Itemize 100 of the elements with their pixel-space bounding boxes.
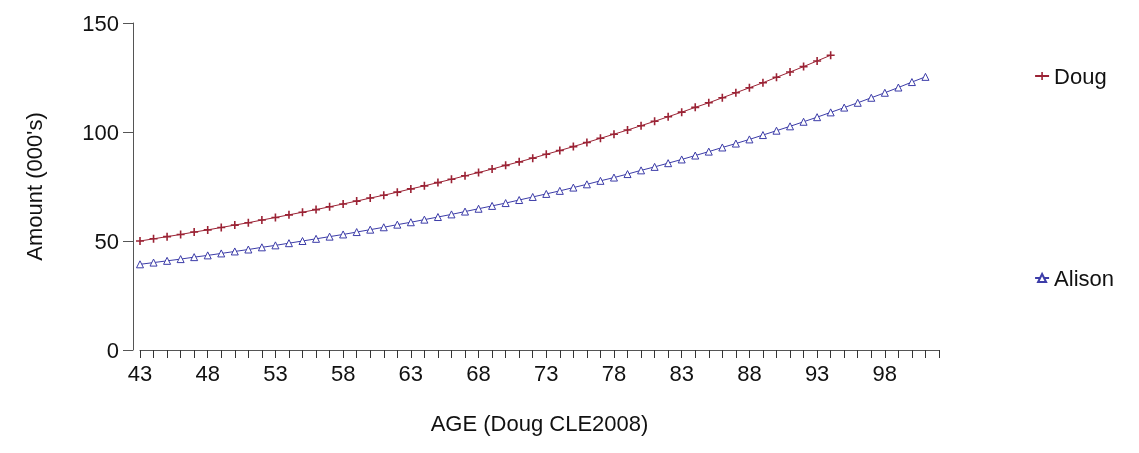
- point: [393, 220, 402, 229]
- x-tick-label: 48: [195, 360, 220, 386]
- point: [691, 103, 700, 112]
- point: [298, 237, 307, 245]
- point: [217, 249, 226, 258]
- point: [677, 108, 686, 117]
- point: [799, 117, 808, 126]
- point: [433, 213, 442, 222]
- point: [501, 199, 510, 208]
- point: [230, 221, 239, 230]
- point: [880, 88, 889, 97]
- point: [853, 98, 862, 107]
- point: [190, 253, 199, 262]
- point: [907, 78, 916, 87]
- point: [217, 223, 226, 232]
- point: [433, 178, 442, 187]
- point: [813, 113, 822, 122]
- point: [569, 183, 578, 192]
- point: [190, 228, 199, 237]
- point: [813, 56, 822, 65]
- point: [298, 208, 307, 217]
- point: [352, 197, 361, 206]
- point: [542, 189, 551, 198]
- point: [149, 258, 158, 267]
- point: [555, 146, 564, 155]
- point: [312, 205, 321, 214]
- point: [772, 73, 781, 82]
- point: [677, 155, 686, 164]
- x-tick-label: 58: [330, 360, 356, 386]
- point: [664, 112, 673, 121]
- x-tick-label: 68: [466, 360, 491, 386]
- x-tick-label: 78: [601, 360, 627, 386]
- point: [203, 225, 212, 234]
- point: [461, 207, 470, 216]
- point: [826, 51, 835, 60]
- y-tick-label: 150: [82, 10, 119, 36]
- point: [163, 232, 172, 241]
- point: [488, 201, 497, 210]
- point: [136, 260, 144, 269]
- point: [555, 186, 564, 195]
- point: [731, 88, 740, 97]
- point: [339, 199, 348, 208]
- point: [474, 204, 483, 213]
- point: [420, 181, 429, 190]
- point: [894, 83, 903, 92]
- point: [623, 126, 632, 135]
- point: [664, 159, 673, 168]
- point: [136, 237, 144, 245]
- point: [650, 162, 659, 171]
- point: [257, 243, 266, 252]
- point: [352, 228, 361, 237]
- point: [582, 138, 591, 147]
- x-axis-title: AGE (Doug CLE2008): [430, 410, 649, 436]
- point: [244, 245, 253, 254]
- point: [379, 191, 388, 200]
- point: [826, 108, 835, 117]
- point: [461, 171, 470, 180]
- point: [393, 188, 402, 197]
- point: [691, 151, 700, 160]
- point: [637, 166, 646, 175]
- point: [257, 216, 266, 225]
- point: [271, 241, 280, 250]
- point: [609, 130, 618, 139]
- x-tick-label: 88: [737, 360, 762, 386]
- point: [745, 83, 754, 92]
- point: [786, 68, 795, 77]
- point: [176, 255, 185, 264]
- point: [230, 247, 239, 256]
- y-tick-label: 100: [82, 119, 119, 145]
- point: [325, 202, 334, 211]
- point: [623, 170, 632, 179]
- y-tick-label: 50: [94, 228, 119, 254]
- point: [528, 154, 537, 163]
- point: [420, 215, 429, 224]
- point: [203, 251, 212, 260]
- point: [704, 98, 713, 107]
- point: [284, 239, 293, 248]
- point: [786, 122, 795, 131]
- point: [758, 131, 767, 140]
- point: [312, 234, 321, 243]
- point: [704, 147, 713, 156]
- x-tick-label: 53: [263, 360, 288, 386]
- point: [339, 230, 348, 239]
- point: [772, 126, 781, 135]
- x-tick-label: 43: [127, 360, 153, 386]
- point: [149, 234, 158, 243]
- point: [406, 218, 415, 227]
- point: [609, 173, 618, 182]
- x-tick-label: 63: [398, 360, 424, 386]
- point: [366, 225, 375, 234]
- point: [840, 103, 849, 112]
- point: [366, 194, 375, 203]
- x-tick-label: 73: [534, 360, 559, 386]
- point: [718, 143, 727, 152]
- point: [542, 150, 551, 159]
- point: [867, 93, 876, 102]
- y-tick-label: 0: [106, 337, 119, 363]
- point: [582, 180, 591, 189]
- x-tick-label: 93: [804, 360, 830, 386]
- point: [406, 184, 415, 193]
